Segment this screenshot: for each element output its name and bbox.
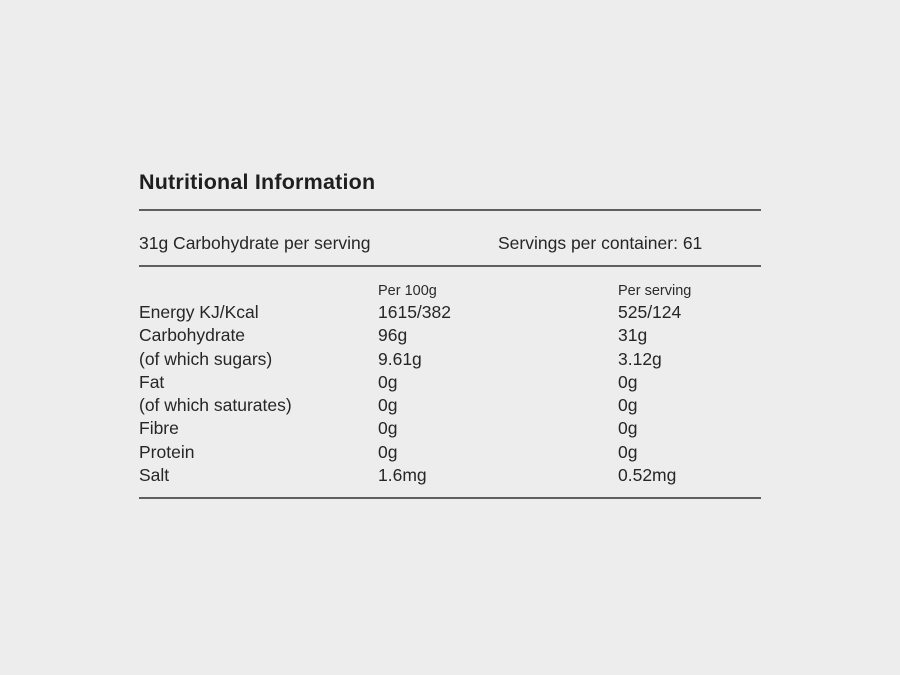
servings-per-container-text: Servings per container: 61 xyxy=(498,233,703,253)
nutrient-label: Fat xyxy=(139,371,165,392)
per-100g-value: 9.61g xyxy=(378,348,422,369)
per-100g-value: 1615/382 xyxy=(378,302,451,322)
divider xyxy=(139,209,761,211)
column-header-per-serving: Per serving xyxy=(618,283,692,299)
divider xyxy=(139,265,761,267)
per-serving-value: 3.12g xyxy=(618,348,662,369)
per-100g-value: 1.6mg xyxy=(378,465,427,486)
per-100g-value: 0g xyxy=(378,395,398,416)
table-row: Fibre 0g 0g xyxy=(139,417,761,440)
column-header-nutrient xyxy=(139,282,378,300)
per-serving-value: 0.52mg xyxy=(618,465,677,486)
serving-summary: 31g Carbohydrate per serving Servings pe… xyxy=(139,231,761,255)
table-row: Energy KJ/Kcal 1615/382 525/124 xyxy=(139,301,761,324)
table-row: (of which saturates) 0g 0g xyxy=(139,394,761,417)
nutrition-table: Energy KJ/Kcal 1615/382 525/124 Carbohyd… xyxy=(139,301,761,487)
nutrition-panel: Nutritional Information 31g Carbohydrate… xyxy=(139,0,761,675)
per-serving-value: 31g xyxy=(618,325,648,346)
nutrient-label: Carbohydrate xyxy=(139,325,246,346)
per-100g-value: 0g xyxy=(378,418,398,439)
per-serving-value: 0g xyxy=(618,441,638,462)
per-serving-value: 525/124 xyxy=(618,302,682,322)
nutrient-label: (of which sugars) xyxy=(139,348,273,369)
nutrient-label: (of which saturates) xyxy=(139,395,292,416)
nutrient-label: Energy KJ/Kcal xyxy=(139,302,259,322)
table-row: (of which sugars) 9.61g 3.12g xyxy=(139,348,761,371)
per-serving-value: 0g xyxy=(618,371,638,392)
nutrient-label: Salt xyxy=(139,465,170,486)
per-serving-value: 0g xyxy=(618,418,638,439)
nutrient-label: Protein xyxy=(139,441,195,462)
per-100g-value: 0g xyxy=(378,371,398,392)
page-title: Nutritional Information xyxy=(139,170,376,194)
per-serving-value: 0g xyxy=(618,395,638,416)
per-100g-value: 96g xyxy=(378,325,408,346)
column-header-per-100g: Per 100g xyxy=(378,283,437,299)
table-row: Carbohydrate 96g 31g xyxy=(139,324,761,347)
carb-per-serving-text: 31g Carbohydrate per serving xyxy=(139,233,371,253)
table-row: Protein 0g 0g xyxy=(139,441,761,464)
nutrient-label: Fibre xyxy=(139,418,179,439)
per-100g-value: 0g xyxy=(378,441,398,462)
table-header-row: Per 100g Per serving xyxy=(139,282,761,300)
table-row: Fat 0g 0g xyxy=(139,371,761,394)
table-row: Salt 1.6mg 0.52mg xyxy=(139,464,761,487)
divider xyxy=(139,497,761,499)
